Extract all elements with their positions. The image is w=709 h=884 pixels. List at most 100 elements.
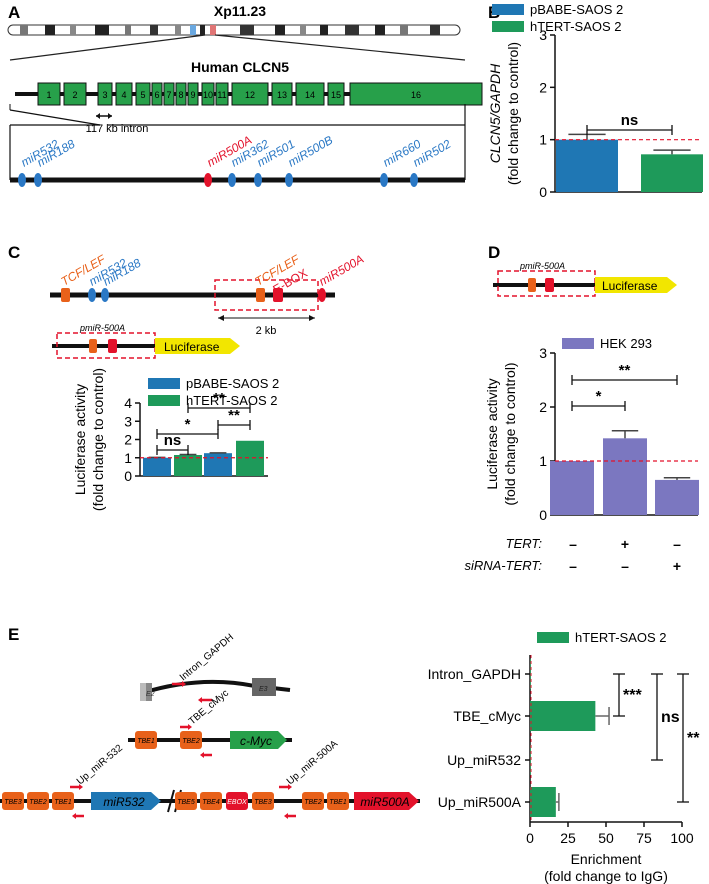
exon-label-15: 15 bbox=[331, 90, 341, 100]
exon-label-7: 7 bbox=[166, 90, 171, 100]
chart-e: 0 25 50 75 100 Enrichment(fold change to IgG)… bbox=[428, 630, 701, 884]
y-tick-label: 2 bbox=[124, 432, 132, 448]
primer-mir532-label: Up_miR-532 bbox=[75, 743, 125, 788]
y-tick-label: 3 bbox=[539, 345, 547, 361]
exon-label-13: 13 bbox=[277, 90, 287, 100]
construct-label-d: pmiR-500A bbox=[519, 261, 565, 271]
exon-7 bbox=[163, 82, 175, 106]
x-axis-label: (fold change to IgG) bbox=[544, 868, 668, 884]
significance-label: ** bbox=[619, 362, 631, 379]
exon-label-11: 11 bbox=[217, 90, 226, 100]
cluster-tbe2-label: TBE2 bbox=[29, 799, 47, 806]
mir500a-mark bbox=[318, 288, 326, 302]
mir188-mark bbox=[101, 288, 109, 302]
category-label: Up_miR500A bbox=[438, 794, 522, 810]
chart-d: 0 1 2 3 Luciferase activity (fold change to c… bbox=[484, 336, 699, 523]
mir500a-gene-label: miR500A bbox=[360, 795, 409, 809]
x-tick-label: 100 bbox=[670, 830, 694, 846]
locus-label: Xp11.23 bbox=[214, 3, 266, 19]
chromosome-ideogram bbox=[7, 24, 461, 36]
sirna-value-3: + bbox=[673, 558, 681, 574]
tcf-lef-site-1 bbox=[61, 288, 70, 302]
reporter-construct-c bbox=[52, 332, 240, 359]
cluster-tbe1-label: TBE1 bbox=[54, 799, 72, 806]
y-tick-label: 0 bbox=[124, 468, 132, 484]
chart-b: 0 1 2 3 CLCN5/GAPDH (fold change to control) p… bbox=[487, 2, 703, 200]
chart-c: 0 1 2 3 4 Luciferase activity (fold change to … bbox=[72, 368, 279, 511]
cluster-tbe5-label: TBE5 bbox=[177, 799, 195, 806]
exon-11 bbox=[215, 82, 229, 106]
significance-label: ns bbox=[164, 432, 182, 449]
y-axis-label: Luciferase activity bbox=[72, 384, 88, 495]
y-tick-label: 3 bbox=[124, 413, 132, 429]
category-label: Intron_GAPDH bbox=[428, 666, 521, 682]
exon-13 bbox=[271, 82, 293, 106]
exon-14 bbox=[295, 82, 325, 106]
y-tick-label: 2 bbox=[539, 79, 547, 95]
exon-8 bbox=[175, 82, 187, 106]
bar bbox=[204, 453, 232, 476]
bar bbox=[641, 154, 703, 192]
exon-label-2: 2 bbox=[72, 90, 77, 100]
panel-label-e: E bbox=[8, 625, 19, 644]
exon-9 bbox=[187, 82, 199, 106]
y-tick-label: 3 bbox=[539, 27, 547, 43]
legend-label: hTERT-SAOS 2 bbox=[530, 19, 622, 34]
mirna-mark-mir188 bbox=[34, 173, 42, 187]
exon-label-3: 3 bbox=[102, 90, 107, 100]
cluster-tbe1b-label: TBE1 bbox=[329, 799, 347, 806]
intron-label: 117 kb intron bbox=[86, 123, 149, 135]
legend-swatch bbox=[148, 395, 180, 406]
zoom-line-right bbox=[214, 34, 466, 61]
exon-label-10: 10 bbox=[203, 90, 213, 100]
y-tick-label: 4 bbox=[124, 395, 132, 411]
category-label: Up_miR532 bbox=[447, 752, 521, 768]
panel-label-d: D bbox=[488, 243, 500, 262]
cluster-ebox-label: EBOX bbox=[227, 799, 247, 806]
legend-swatch bbox=[492, 21, 524, 32]
sirna-value-1: – bbox=[569, 558, 577, 574]
exon-label-6: 6 bbox=[154, 90, 159, 100]
exon-e2-label: E2 bbox=[146, 691, 155, 698]
ebox-site bbox=[273, 288, 283, 302]
significance-label: * bbox=[596, 388, 602, 405]
bar bbox=[530, 701, 596, 731]
mirna-mark-mir362 bbox=[228, 173, 236, 187]
bar bbox=[530, 787, 556, 817]
bar bbox=[655, 479, 699, 515]
cluster-tbe2b-label: TBE2 bbox=[304, 799, 322, 806]
exon-10 bbox=[201, 82, 215, 106]
exon-label-8: 8 bbox=[178, 90, 183, 100]
exon-12 bbox=[231, 82, 269, 106]
legend-swatch bbox=[562, 338, 594, 349]
exon-e3-label: E3 bbox=[259, 686, 268, 693]
cluster-tbe3-label: TBE3 bbox=[4, 799, 22, 806]
y-tick-label: 2 bbox=[539, 399, 547, 415]
cluster-tbe4-label: TBE4 bbox=[202, 799, 220, 806]
bar bbox=[530, 659, 531, 689]
exon-label-4: 4 bbox=[121, 90, 126, 100]
exon-label-14: 14 bbox=[305, 90, 315, 100]
y-tick-label: 1 bbox=[124, 450, 132, 466]
legend-label: hTERT-SAOS 2 bbox=[186, 393, 278, 408]
exon-4 bbox=[115, 82, 133, 106]
exon-2 bbox=[63, 82, 87, 106]
x-axis-label: Enrichment bbox=[571, 851, 642, 867]
x-tick-label: 75 bbox=[636, 830, 652, 846]
exon-label-16: 16 bbox=[411, 90, 421, 100]
mirna-mark-mir501 bbox=[254, 173, 262, 187]
primer-gapdh-label: Intron_GAPDH bbox=[178, 632, 236, 683]
panel-label-c: C bbox=[8, 243, 20, 262]
cmyc-locus bbox=[128, 724, 292, 758]
cluster-tbe3b-label: TBE3 bbox=[254, 799, 272, 806]
legend-swatch bbox=[148, 378, 180, 389]
bar bbox=[556, 139, 618, 192]
y-axis-label: CLCN5/GAPDH bbox=[487, 63, 503, 163]
y-axis-label: (fold change to control) bbox=[505, 42, 521, 185]
tert-value-1: – bbox=[569, 536, 577, 552]
gene-title: Human CLCN5 bbox=[191, 59, 289, 75]
exon-16 bbox=[349, 82, 483, 106]
tcf-lef-site-2 bbox=[256, 288, 265, 302]
bar bbox=[530, 745, 531, 775]
exon-5 bbox=[135, 82, 151, 106]
